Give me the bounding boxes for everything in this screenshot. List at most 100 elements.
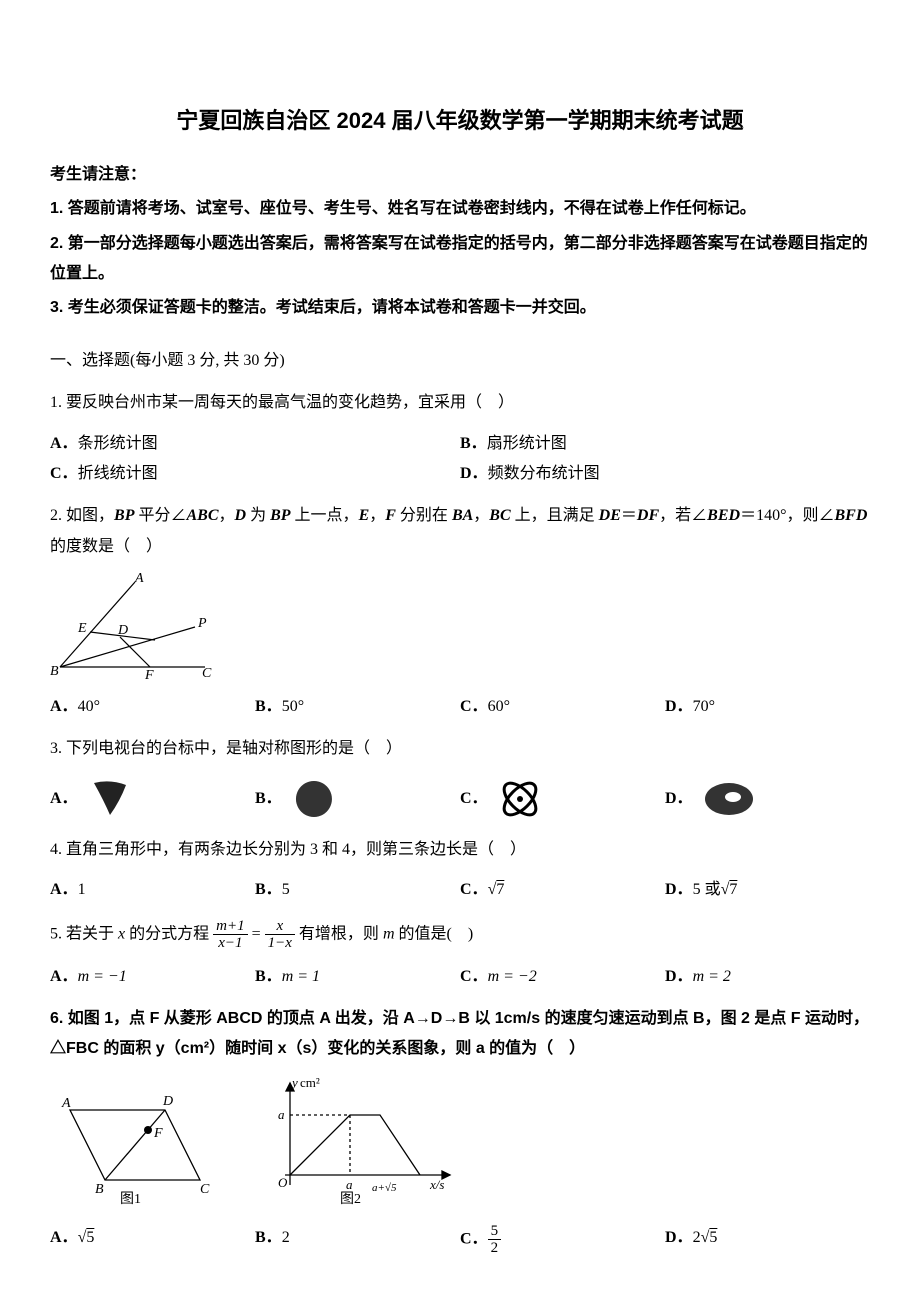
q1-option-a: A．条形统计图 — [50, 429, 460, 459]
q3-d-label: D． — [665, 784, 693, 814]
q6-figure-2: y cm² O a a a+√5 x/s 图2 — [260, 1075, 460, 1205]
q4-option-d: D．5 或√7 — [665, 875, 870, 905]
q2-b7: ， — [473, 507, 489, 524]
q6-f1-b: B — [95, 1182, 104, 1197]
q5-b2: 有增根，则 — [299, 925, 383, 942]
q2-b9: ＝ — [621, 507, 637, 524]
question-3-text: 3. 下列电视台的台标中，是轴对称图形的是（ ） — [50, 734, 870, 764]
logo-b-icon — [290, 775, 338, 823]
q5-b1: 的分式方程 — [125, 925, 213, 942]
q2-fig-label-b: B — [50, 664, 59, 679]
section-heading: 一、选择题(每小题 3 分, 共 30 分) — [50, 346, 870, 376]
notice-item-1: 1. 答题前请将考场、试室号、座位号、考生号、姓名写在试卷密封线内，不得在试卷上… — [50, 194, 870, 224]
q6-f1-d: D — [162, 1094, 173, 1109]
q6-d-num: 5 — [709, 1229, 717, 1246]
question-5-text: 5. 若关于 x 的分式方程 m+1x−1 = x1−x 有增根，则 m 的值是… — [50, 918, 870, 952]
q1-opt-d-text: 频数分布统计图 — [488, 465, 600, 482]
notice-header: 考生请注意： — [50, 160, 870, 190]
question-2-text: 2. 如图，BP 平分∠ABC，D 为 BP 上一点，E，F 分别在 BA，BC… — [50, 501, 870, 562]
q5-b3: 的值是( ) — [395, 925, 474, 942]
q1-option-b: B．扇形统计图 — [460, 429, 870, 459]
q2-de: DE — [599, 507, 621, 524]
q2-b6: 分别在 — [396, 507, 452, 524]
q1-option-d: D．频数分布统计图 — [460, 459, 870, 489]
q4-option-c: C．√7 — [460, 875, 665, 905]
q1-option-c: C．折线统计图 — [50, 459, 460, 489]
q2-option-c: C．60° — [460, 692, 665, 722]
q6-option-c: C．52 — [460, 1223, 665, 1257]
q5-m: m — [383, 925, 395, 942]
q2-option-d: D．70° — [665, 692, 870, 722]
q2-fig-label-c: C — [202, 666, 212, 681]
q6-f2-cm2: cm² — [300, 1075, 320, 1090]
q2-fig-label-d: D — [117, 623, 128, 638]
page-title: 宁夏回族自治区 2024 届八年级数学第一学期期末统考试题 — [50, 100, 870, 142]
q3-c-label: C． — [460, 784, 488, 814]
q2-b10: ，若∠ — [659, 507, 707, 524]
logo-d-icon — [701, 775, 757, 823]
q2-abc: ABC — [186, 507, 218, 524]
q6-a-num: 5 — [86, 1229, 94, 1246]
q2-df: DF — [637, 507, 659, 524]
q5-frac-den1: x−1 — [213, 935, 247, 952]
q1-opt-c-text: 折线统计图 — [78, 465, 158, 482]
q2-b5: ， — [369, 507, 385, 524]
q4-b-text: 5 — [282, 881, 290, 898]
q2-opt-c-text: 60° — [488, 698, 510, 715]
q6-f1-f: F — [153, 1126, 163, 1141]
q2-d: D — [235, 507, 247, 524]
q2-b3: 为 — [246, 507, 270, 524]
q2-b12: 的度数是（ ） — [50, 538, 162, 555]
q1-opt-b-text: 扇形统计图 — [487, 435, 567, 452]
q2-fig-label-a: A — [134, 572, 144, 586]
q2-bc: BC — [489, 507, 510, 524]
q2-bp2: BP — [270, 507, 290, 524]
q5-option-b: B．m = 1 — [255, 962, 460, 992]
q5-option-c: C．m = −2 — [460, 962, 665, 992]
notice-item-2: 2. 第一部分选择题每小题选出答案后，需将答案写在试卷指定的括号内，第二部分非选… — [50, 229, 870, 290]
q2-option-a: A．40° — [50, 692, 255, 722]
q6-f2-o: O — [278, 1175, 288, 1190]
question-6: 6. 如图 1，点 F 从菱形 ABCD 的顶点 A 出发，沿 A→D→B 以 … — [50, 1004, 870, 1257]
q2-bp: BP — [114, 507, 134, 524]
q4-d-pre: 5 或 — [693, 881, 721, 898]
q6-f2-caption: 图2 — [340, 1192, 361, 1205]
q6-option-d: D．2√5 — [665, 1223, 870, 1257]
question-1-text: 1. 要反映台州市某一周每天的最高气温的变化趋势，宜采用（ ） — [50, 388, 870, 418]
q3-option-d: D． — [665, 775, 870, 823]
q2-prefix: 2. 如图， — [50, 507, 114, 524]
q5-frac-den2: 1−x — [265, 935, 295, 952]
q2-b11: ＝140°，则∠ — [740, 507, 834, 524]
q2-b8: 上，且满足 — [511, 507, 599, 524]
q2-bed: BED — [707, 507, 740, 524]
question-4: 4. 直角三角形中，有两条边长分别为 3 和 4，则第三条边长是（ ） A．1 … — [50, 835, 870, 906]
q6-f2-y: y — [290, 1075, 298, 1090]
q6-f2-x: x/s — [429, 1177, 444, 1192]
logo-a-icon — [86, 775, 134, 823]
q5-prefix: 5. 若关于 — [50, 925, 118, 942]
q6-b-text: 2 — [282, 1229, 290, 1246]
q5-frac-num2: x — [265, 918, 295, 936]
q2-figure: A B C D E F P — [50, 572, 870, 682]
q6-option-b: B．2 — [255, 1223, 460, 1257]
q5-frac-num1: m+1 — [213, 918, 247, 936]
q2-opt-a-text: 40° — [78, 698, 100, 715]
q2-b1: 平分∠ — [134, 507, 186, 524]
q5-option-d: D．m = 2 — [665, 962, 870, 992]
q5-d-text: m = 2 — [693, 968, 731, 985]
q6-d-coef: 2 — [693, 1229, 701, 1246]
q3-option-b: B． — [255, 775, 460, 823]
logo-c-icon — [496, 775, 544, 823]
q6-option-a: A．√5 — [50, 1223, 255, 1257]
q3-b-label: B． — [255, 784, 282, 814]
q2-e: E — [359, 507, 370, 524]
question-2: 2. 如图，BP 平分∠ABC，D 为 BP 上一点，E，F 分别在 BA，BC… — [50, 501, 870, 722]
q2-fig-label-p: P — [197, 616, 207, 631]
q6-figure-1: A D B C F 图1 — [50, 1085, 220, 1205]
q3-option-c: C． — [460, 775, 665, 823]
q2-b4: 上一点， — [291, 507, 359, 524]
q4-option-b: B．5 — [255, 875, 460, 905]
q3-option-a: A． — [50, 775, 255, 823]
q5-c-text: m = −2 — [488, 968, 537, 985]
question-3: 3. 下列电视台的台标中，是轴对称图形的是（ ） A． B． C． — [50, 734, 870, 822]
